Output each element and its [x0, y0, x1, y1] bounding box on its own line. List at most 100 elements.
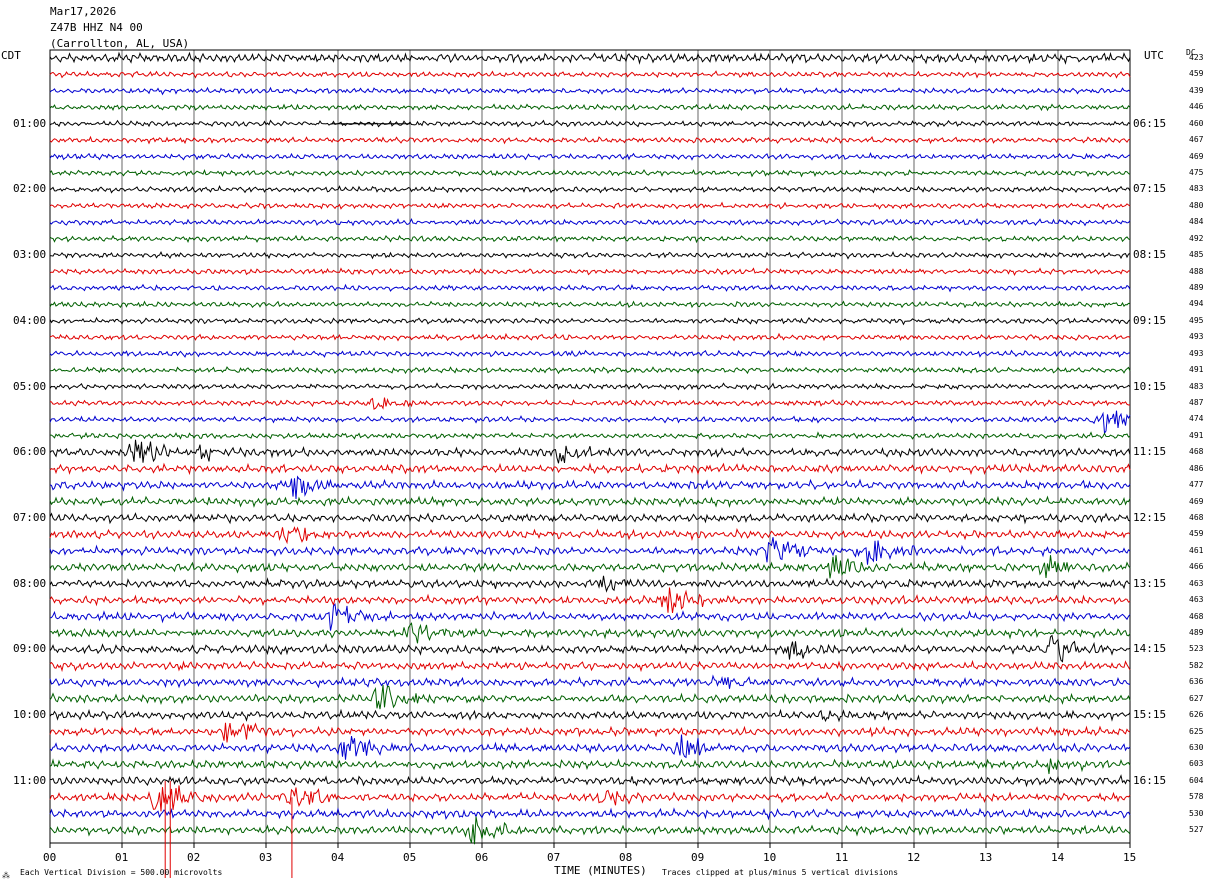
dc-offset-value: 463 — [1189, 578, 1204, 588]
seismic-trace — [49, 816, 1131, 845]
dc-offset-value: 530 — [1189, 808, 1204, 818]
seismic-trace — [49, 185, 1131, 194]
dc-offset-value: 489 — [1189, 283, 1204, 293]
dc-offset-value: 636 — [1189, 677, 1204, 687]
x-tick-label: 05 — [403, 851, 417, 864]
dc-offset-value: 489 — [1189, 628, 1204, 638]
dc-offset-value: 486 — [1189, 463, 1204, 473]
dc-offset-value: 491 — [1189, 430, 1204, 440]
scale-note: Each Vertical Division = 500.00 microvol… — [20, 868, 223, 877]
dc-offset-value: 460 — [1189, 118, 1204, 128]
right-timezone: UTC — [1144, 49, 1164, 62]
dc-offset-value: 485 — [1189, 250, 1204, 260]
seismic-trace — [49, 86, 1131, 96]
dc-offset-value: 439 — [1189, 85, 1204, 95]
x-axis-label: TIME (MINUTES) — [554, 864, 647, 877]
right-time-label: 06:15 — [1133, 116, 1167, 130]
seismic-trace — [50, 431, 1131, 440]
dc-offset-value: 480 — [1189, 200, 1204, 210]
dc-offset-value: 477 — [1189, 480, 1204, 490]
dc-offset-value: 494 — [1189, 299, 1204, 309]
left-time-label: 03:00 — [13, 248, 47, 262]
seismic-trace — [49, 267, 1131, 276]
seismic-trace — [49, 397, 1131, 410]
dc-offset-value: 459 — [1189, 69, 1204, 79]
seismic-trace — [49, 512, 1131, 525]
dc-offset-value: 603 — [1189, 759, 1204, 769]
left-time-label: 01:00 — [13, 116, 47, 130]
dc-offset-value: 468 — [1189, 513, 1204, 523]
left-time-label: 02:00 — [13, 182, 47, 196]
dc-offset-value: 483 — [1189, 381, 1204, 391]
x-tick-label: 00 — [43, 851, 57, 864]
dc-offset-value: 493 — [1189, 348, 1204, 358]
left-time-label: 08:00 — [13, 576, 47, 590]
scale-marker: ⁂ — [2, 871, 10, 880]
seismic-trace — [49, 526, 1131, 545]
seismic-trace — [49, 587, 1131, 613]
dc-label: DC — [1186, 48, 1196, 57]
dc-offset-value: 527 — [1189, 825, 1204, 835]
seismic-trace — [49, 774, 1131, 788]
seismic-trace — [49, 659, 1131, 673]
dc-offset-value: 627 — [1189, 693, 1204, 703]
seismic-trace — [49, 349, 1131, 358]
left-time-label: 10:00 — [13, 708, 47, 722]
x-tick-label: 07 — [547, 851, 561, 864]
seismic-trace — [50, 622, 1131, 644]
seismic-trace — [49, 575, 1131, 593]
left-time-label: 05:00 — [13, 379, 47, 393]
x-tick-label: 10 — [763, 851, 777, 864]
x-tick-label: 15 — [1123, 851, 1137, 864]
seismic-trace — [49, 439, 1131, 464]
seismic-trace — [49, 70, 1131, 79]
seismic-trace — [49, 169, 1131, 178]
seismic-trace — [49, 332, 1131, 342]
seismic-trace — [49, 722, 1131, 743]
seismic-trace — [49, 674, 1131, 689]
dc-offset-value: 491 — [1189, 365, 1204, 375]
dc-offset-value: 446 — [1189, 102, 1204, 112]
right-time-label: 12:15 — [1133, 511, 1167, 525]
dc-offset-value: 483 — [1189, 184, 1204, 194]
seismic-trace — [49, 382, 1131, 391]
x-tick-label: 12 — [907, 851, 921, 864]
dc-offset-value: 466 — [1189, 562, 1204, 572]
x-tick-label: 02 — [187, 851, 201, 864]
seismic-trace — [49, 807, 1131, 821]
seismic-trace — [49, 51, 1131, 65]
seismic-trace — [49, 603, 1131, 631]
x-tick-label: 08 — [619, 851, 633, 864]
seismic-trace — [49, 462, 1131, 476]
seismic-trace — [49, 758, 1131, 775]
seismic-trace — [49, 708, 1131, 723]
dc-offset-value: 484 — [1189, 217, 1204, 227]
dc-offset-value: 468 — [1189, 611, 1204, 621]
x-tick-label: 11 — [835, 851, 849, 864]
seismic-trace — [49, 201, 1131, 210]
dc-offset-value: 459 — [1189, 529, 1204, 539]
dc-offset-value: 630 — [1189, 743, 1204, 753]
left-time-label: 07:00 — [13, 511, 47, 525]
seismic-trace — [49, 410, 1131, 435]
dc-offset-value: 582 — [1189, 660, 1204, 670]
seismic-trace — [49, 300, 1131, 309]
right-time-label: 07:15 — [1133, 182, 1167, 196]
seismic-trace — [49, 152, 1131, 161]
dc-offset-value: 625 — [1189, 726, 1204, 736]
dc-offset-value: 463 — [1189, 595, 1204, 605]
left-time-label: 11:00 — [13, 773, 47, 787]
seismic-trace — [49, 217, 1131, 227]
x-tick-label: 04 — [331, 851, 345, 864]
dc-offset-value: 469 — [1189, 496, 1204, 506]
seismic-trace — [49, 634, 1131, 663]
right-time-label: 08:15 — [1133, 248, 1167, 262]
right-time-label: 16:15 — [1133, 773, 1167, 787]
x-tick-label: 06 — [475, 851, 489, 864]
seismic-trace — [49, 102, 1131, 112]
station-location: (Carrollton, AL, USA) — [50, 37, 190, 50]
left-time-label: 06:00 — [13, 445, 47, 459]
x-tick-label: 14 — [1051, 851, 1065, 864]
seismic-trace — [49, 537, 1131, 565]
